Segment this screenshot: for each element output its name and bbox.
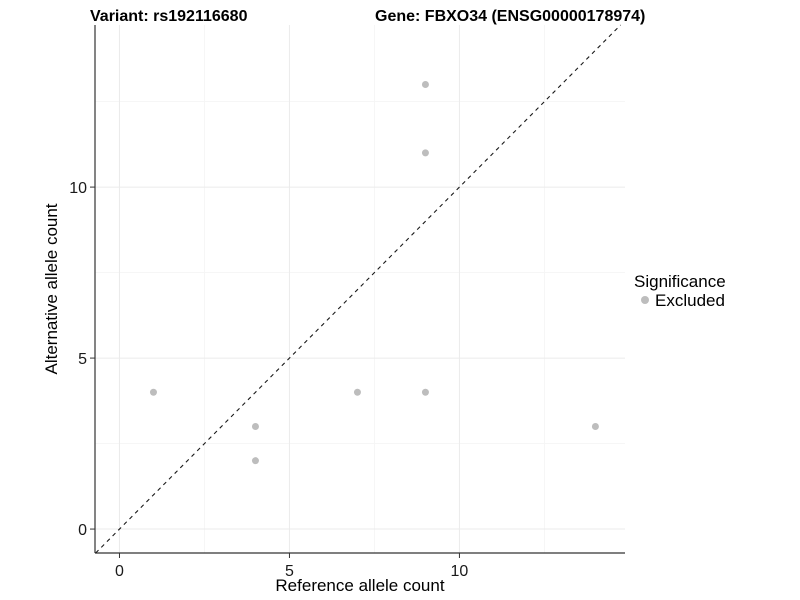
data-point (591, 422, 599, 430)
x-tick-label: 0 (115, 563, 124, 580)
gridlines (95, 25, 625, 553)
legend: Significance Excluded (634, 272, 726, 310)
identity-dashed-line (95, 24, 621, 554)
x-tick-label: 5 (285, 563, 294, 580)
data-points (149, 81, 599, 465)
legend-item-label: Excluded (655, 291, 725, 310)
data-point (421, 149, 429, 157)
y-tick-label: 5 (78, 351, 87, 368)
y-axis-title: Alternative allele count (42, 203, 61, 374)
x-tick-label: 10 (451, 563, 469, 580)
identity-line-layer (95, 24, 621, 554)
data-point (149, 388, 157, 396)
axes: 0 5 10 0 5 10 (69, 25, 625, 580)
legend-key-dot (641, 296, 649, 304)
y-tick-label: 10 (69, 180, 87, 197)
data-point (421, 388, 429, 396)
legend-title: Significance (634, 272, 726, 291)
data-point (251, 422, 259, 430)
x-axis-title: Reference allele count (275, 576, 444, 595)
data-point (353, 388, 361, 396)
plot-title-gene: Gene: FBXO34 (ENSG00000178974) (375, 8, 645, 25)
data-point (421, 81, 429, 89)
plot-title-variant: Variant: rs192116680 (90, 8, 248, 25)
data-point (251, 457, 259, 465)
y-tick-label: 0 (78, 522, 87, 539)
